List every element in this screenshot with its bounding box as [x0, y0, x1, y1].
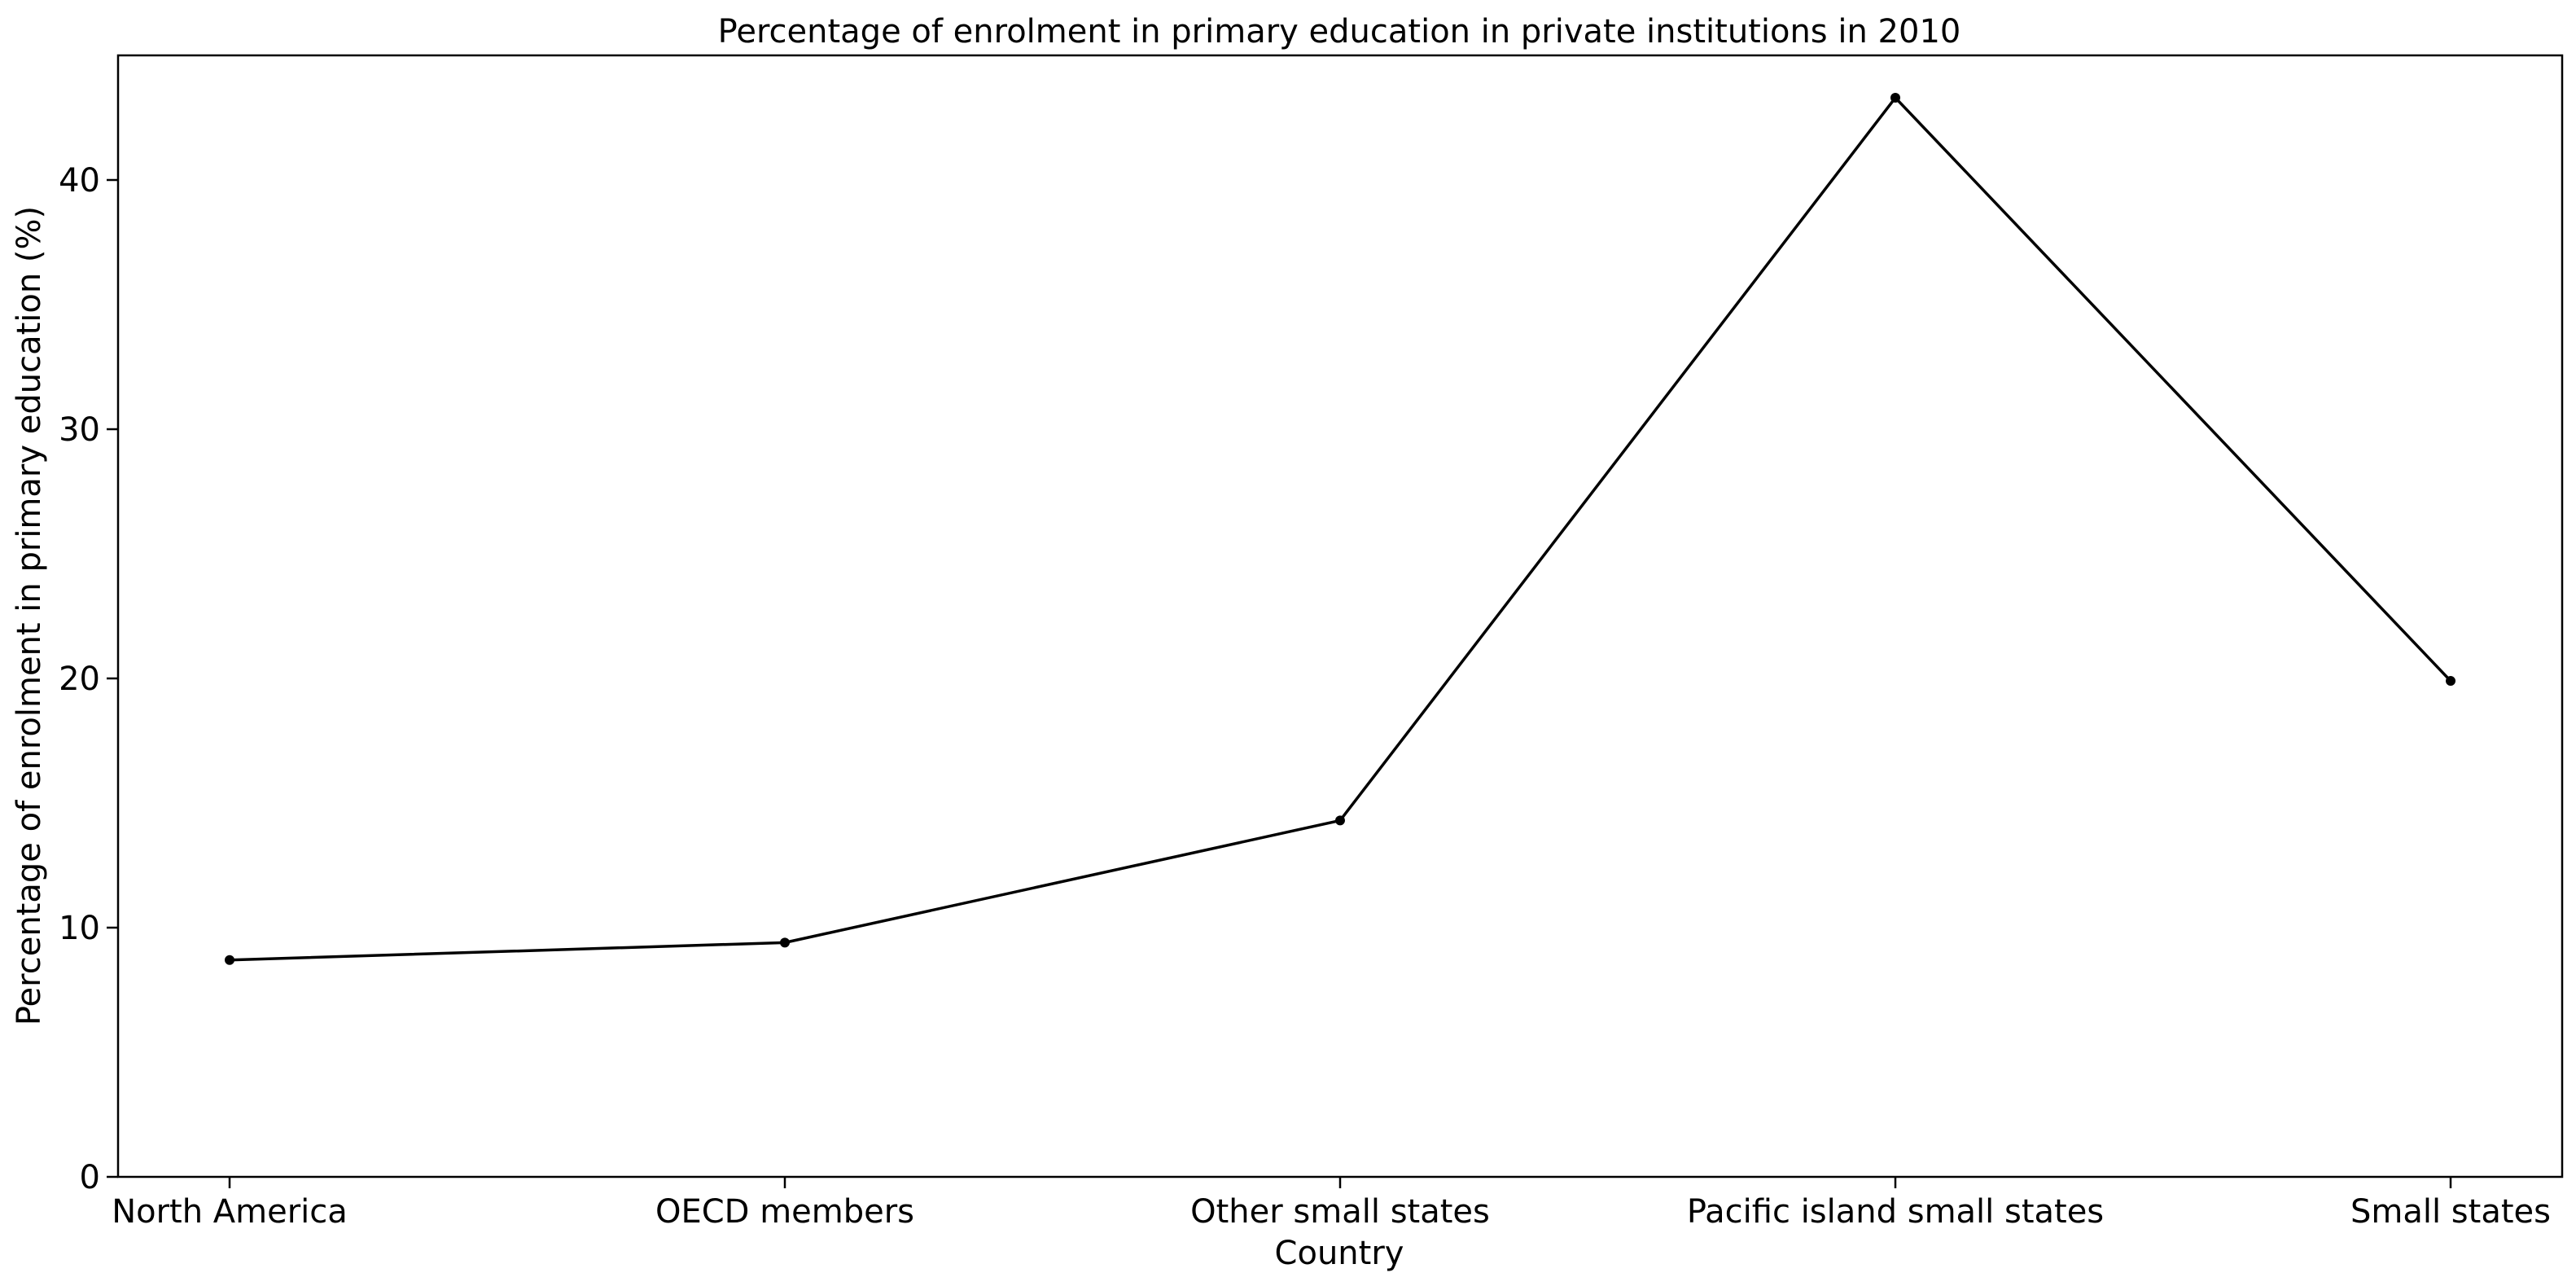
series-group [225, 93, 2456, 965]
x-tick-label: Pacific island small states [1687, 1193, 2104, 1231]
x-tick-label: Other small states [1190, 1193, 1490, 1231]
y-tick-label: 30 [59, 411, 100, 449]
data-point [1335, 815, 1345, 826]
plot-area [116, 54, 2564, 1178]
data-point [780, 937, 790, 948]
series-line [229, 96, 2452, 962]
x-tick-label: OECD members [655, 1193, 914, 1231]
data-point [2446, 676, 2456, 687]
x-axis: North America OECD members Other small sta… [112, 1177, 2551, 1231]
y-tick-label: 10 [59, 910, 100, 947]
x-axis-label: Country [1275, 1235, 1404, 1272]
y-axis: 0 10 20 30 40 [59, 162, 118, 1196]
y-tick-label: 40 [59, 162, 100, 200]
data-point [225, 955, 234, 965]
chart-title: Percentage of enrolment in primary educa… [718, 13, 1961, 50]
y-tick-label: 0 [80, 1159, 100, 1196]
data-point [1890, 93, 1900, 103]
y-tick-label: 20 [59, 661, 100, 698]
x-tick-label: North America [112, 1193, 348, 1231]
x-tick-label: Small states [2350, 1193, 2551, 1231]
y-axis-label: Percentage of enrolment in primary educa… [11, 206, 48, 1025]
